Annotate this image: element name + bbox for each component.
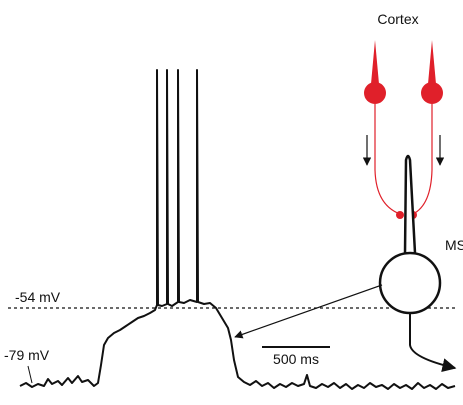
synapse — [396, 211, 404, 219]
scale-bar-label: 500 ms — [273, 351, 319, 367]
label-pointer — [27, 365, 33, 384]
upper-level-label: -54 mV — [15, 289, 61, 305]
arrow — [234, 284, 383, 339]
lower-level-label: -79 mV — [4, 347, 50, 363]
cortex-label: Cortex — [377, 11, 418, 27]
msn-axon — [409, 313, 457, 372]
msn-label: MSN — [445, 237, 463, 253]
msn-dendrite — [403, 154, 417, 254]
voltage-trace — [19, 69, 456, 390]
cortical-neurons — [364, 40, 443, 104]
msn-soma — [378, 251, 442, 315]
cortical-axons — [374, 104, 433, 215]
